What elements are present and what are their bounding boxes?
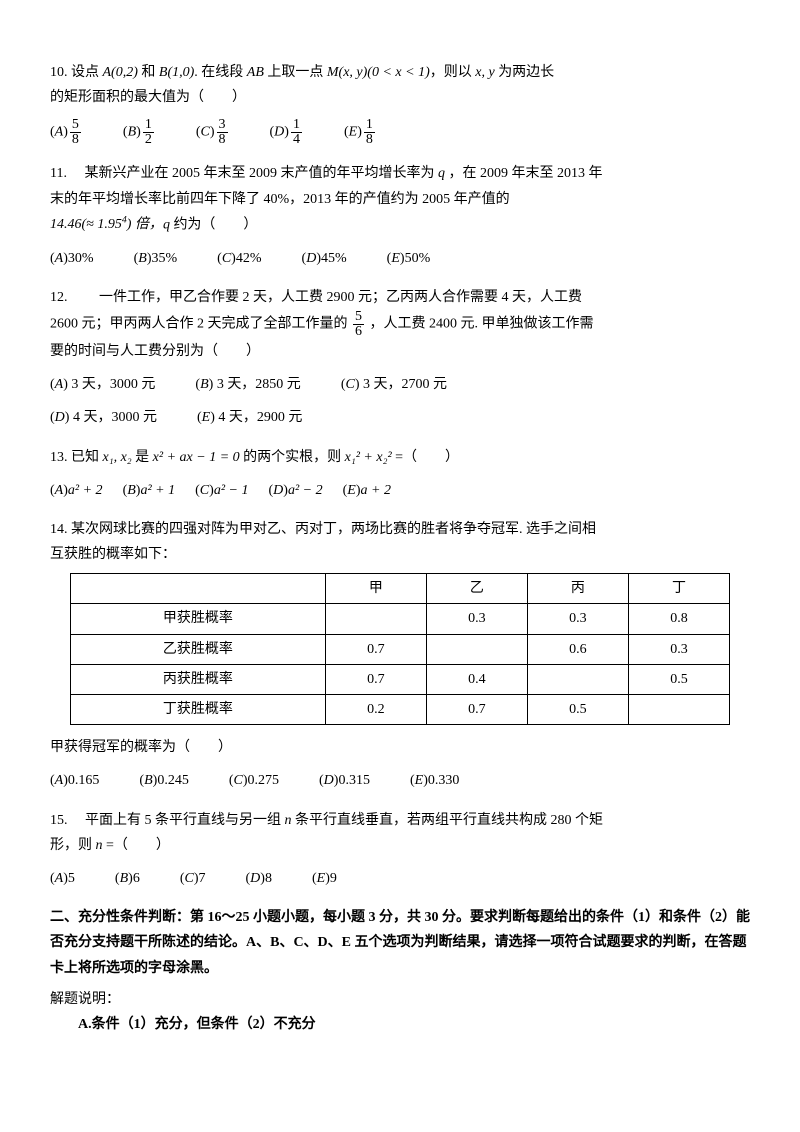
q-number: 11. bbox=[50, 166, 67, 181]
q14-line2: 互获胜的概率如下： bbox=[50, 542, 750, 567]
option-E: (E)9 bbox=[312, 866, 337, 891]
explanation-label: 解题说明： bbox=[50, 987, 750, 1012]
q13-options: (A)a² + 2 (B)a² + 1 (C)a² − 1 (D)a² − 2 … bbox=[50, 478, 750, 503]
table-row: 甲获胜概率0.30.30.8 bbox=[71, 604, 730, 634]
option-E: (E)50% bbox=[387, 246, 431, 271]
section-2-heading: 二、充分性条件判断：第 16～25 小题小题，每小题 3 分，共 30 分。要求… bbox=[50, 905, 750, 981]
q-number: 12. bbox=[50, 290, 68, 305]
table-header-row: 甲 乙 丙 丁 bbox=[71, 574, 730, 604]
q14-options: (A)0.165 (B)0.245 (C)0.275 (D)0.315 (E)0… bbox=[50, 768, 750, 793]
option-E: (E) 4 天，2900 元 bbox=[197, 405, 302, 430]
option-B: (B)12 bbox=[123, 118, 156, 147]
option-C: (C)7 bbox=[180, 866, 206, 891]
option-E: (E)18 bbox=[344, 118, 377, 147]
option-A: (A)5 bbox=[50, 866, 75, 891]
option-A: (A)30% bbox=[50, 246, 94, 271]
question-14: 14. 某次网球比赛的四强对阵为甲对乙、丙对丁，两场比赛的胜者将争夺冠军. 选手… bbox=[50, 517, 750, 794]
option-B: (B)6 bbox=[115, 866, 140, 891]
question-13: 13. 已知 x₁, x₂ 是 x² + ax − 1 = 0 的两个实根，则 … bbox=[50, 445, 750, 503]
option-E: (E)0.330 bbox=[410, 768, 459, 793]
option-C: (C)38 bbox=[196, 118, 230, 147]
q-number: 13. bbox=[50, 450, 68, 465]
option-D: (D) 4 天，3000 元 bbox=[50, 405, 157, 430]
q-number: 15. bbox=[50, 813, 68, 828]
option-B: (B)a² + 1 bbox=[123, 478, 176, 503]
question-12: 12. 一件工作，甲乙合作要 2 天，人工费 2900 元；乙丙两人合作需要 4… bbox=[50, 285, 750, 431]
option-C: (C)a² − 1 bbox=[195, 478, 248, 503]
probability-table: 甲 乙 丙 丁 甲获胜概率0.30.30.8 乙获胜概率0.70.60.3 丙获… bbox=[70, 573, 730, 725]
q15-line2: 形，则 n =（ ） bbox=[50, 833, 750, 858]
option-C: (C)42% bbox=[217, 246, 261, 271]
option-B: (B)35% bbox=[134, 246, 178, 271]
q12-options-row1: (A) 3 天，3000 元 (B) 3 天，2850 元 (C) 3 天，27… bbox=[50, 372, 750, 397]
option-C: (C)0.275 bbox=[229, 768, 279, 793]
option-E: (E)a + 2 bbox=[343, 478, 391, 503]
table-row: 丙获胜概率0.70.40.5 bbox=[71, 664, 730, 694]
question-10: 10. 设点 A(0,2) 和 B(1,0). 在线段 AB 上取一点 M(x,… bbox=[50, 60, 750, 147]
table-row: 丁获胜概率0.20.70.5 bbox=[71, 695, 730, 725]
q14-qline: 甲获得冠军的概率为（ ） bbox=[50, 735, 750, 760]
option-D: (D)14 bbox=[270, 118, 304, 147]
option-B: (B) 3 天，2850 元 bbox=[195, 372, 300, 397]
option-B: (B)0.245 bbox=[139, 768, 188, 793]
q12-options-row2: (D) 4 天，3000 元 (E) 4 天，2900 元 bbox=[50, 405, 750, 430]
q10-line2: 的矩形面积的最大值为（ ） bbox=[50, 85, 750, 110]
q10-options: (A)58 (B)12 (C)38 (D)14 (E)18 bbox=[50, 118, 750, 147]
condition-a: A.条件（1）充分，但条件（2）不充分 bbox=[50, 1012, 750, 1037]
question-11: 11. 某新兴产业在 2005 年末至 2009 末产值的年平均增长率为 q ，… bbox=[50, 161, 750, 270]
q12-line2: 2600 元；甲丙两人合作 2 天完成了全部工作量的 56 ，人工费 2400 … bbox=[50, 310, 750, 339]
q15-options: (A)5 (B)6 (C)7 (D)8 (E)9 bbox=[50, 866, 750, 891]
q-number: 14. bbox=[50, 522, 68, 537]
option-A: (A)58 bbox=[50, 118, 83, 147]
option-D: (D)8 bbox=[246, 866, 272, 891]
q-number: 10. bbox=[50, 65, 68, 80]
option-A: (A)0.165 bbox=[50, 768, 99, 793]
table-row: 乙获胜概率0.70.60.3 bbox=[71, 634, 730, 664]
q12-line3: 要的时间与人工费分别为（ ） bbox=[50, 339, 750, 364]
q11-line2: 末的年平均增长率比前四年下降了 40%，2013 年的产值约为 2005 年产值… bbox=[50, 187, 750, 212]
option-C: (C) 3 天，2700 元 bbox=[341, 372, 447, 397]
option-A: (A) 3 天，3000 元 bbox=[50, 372, 155, 397]
option-A: (A)a² + 2 bbox=[50, 478, 103, 503]
q11-options: (A)30% (B)35% (C)42% (D)45% (E)50% bbox=[50, 246, 750, 271]
option-D: (D)a² − 2 bbox=[268, 478, 322, 503]
option-D: (D)0.315 bbox=[319, 768, 370, 793]
question-15: 15. 平面上有 5 条平行直线与另一组 n 条平行直线垂直，若两组平行直线共构… bbox=[50, 808, 750, 892]
option-D: (D)45% bbox=[302, 246, 347, 271]
q11-line3: 14.46(≈ 1.954) 倍，q 约为（ ） bbox=[50, 212, 750, 238]
